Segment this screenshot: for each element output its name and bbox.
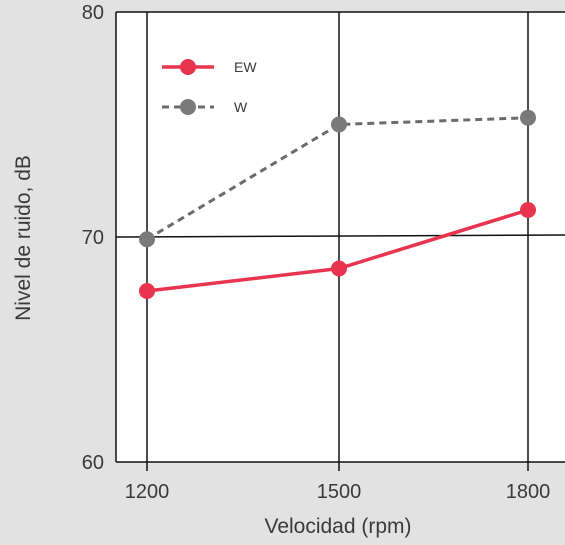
legend-marker-ew [180,59,196,75]
y-tick-label-60: 60 [82,452,104,474]
y-tick-label-70: 70 [82,227,104,249]
legend-marker-w [180,99,196,115]
legend-label-w: W [234,99,248,115]
data-point-w-1500 [331,116,347,133]
data-point-ew-1500 [331,260,347,277]
data-point-ew-1200 [139,283,155,299]
data-point-ew-1800 [520,202,536,218]
grid-lines [115,12,565,471]
axes [115,11,565,463]
x-tick-label-1500: 1500 [317,481,362,503]
grid-line-y-70 [115,234,565,238]
y-axis-title: Nivel de ruido, dB [12,155,35,321]
x-tick-label-1200: 1200 [125,481,170,503]
legend-label-ew: EW [234,59,257,75]
data-point-w-1200 [139,231,155,248]
tick-labels: 60 70 80 1200 1500 1800 [82,2,551,503]
data-point-w-1800 [520,109,536,126]
y-tick-label-80: 80 [82,2,104,24]
series-line-w [146,116,529,241]
legend: EW W [162,59,257,115]
series-layer [139,109,536,299]
x-tick-label-1800: 1800 [506,481,551,503]
x-axis-title: Velocidad (rpm) [264,515,411,538]
